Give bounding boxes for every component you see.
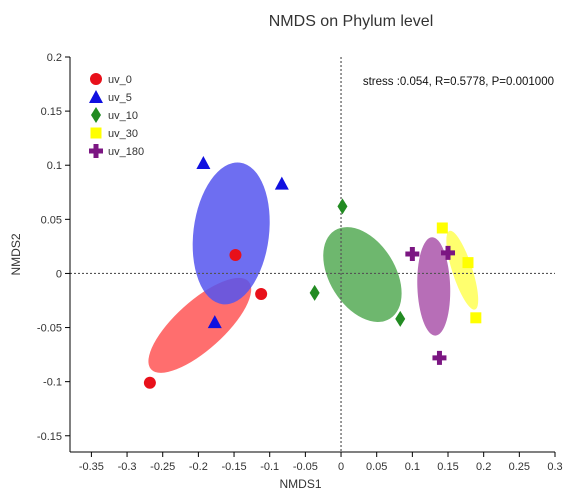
y-tick-label: 0.15 bbox=[41, 106, 62, 118]
group-ellipse-uv-5 bbox=[192, 162, 270, 305]
x-tick-label: 0.15 bbox=[437, 461, 458, 473]
legend-label-uv-5: uv_5 bbox=[108, 92, 132, 104]
y-tick-label: -0.05 bbox=[37, 323, 62, 335]
x-tick-label: 0.05 bbox=[366, 461, 387, 473]
x-tick-label: 0 bbox=[338, 461, 344, 473]
point-uv-180 bbox=[441, 245, 456, 260]
x-tick-label: 0.2 bbox=[476, 461, 491, 473]
stats-annotation: stress :0.054, R=0.5778, P=0.001000 bbox=[363, 76, 554, 88]
point-uv-0 bbox=[143, 376, 156, 389]
point-uv-0 bbox=[255, 288, 268, 300]
y-tick-label: -0.1 bbox=[43, 377, 62, 389]
legend-label-uv-30: uv_30 bbox=[108, 128, 138, 140]
point-uv-10 bbox=[337, 198, 348, 215]
point-uv-30 bbox=[470, 312, 482, 324]
y-tick-label: 0.2 bbox=[47, 52, 62, 64]
y-tick-label: 0.05 bbox=[41, 214, 62, 226]
x-tick-label: -0.1 bbox=[260, 461, 279, 473]
y-tick-label: -0.15 bbox=[37, 431, 62, 443]
point-uv-30 bbox=[436, 222, 448, 234]
group-ellipse-uv-10 bbox=[323, 227, 402, 322]
y-tick-label: 0.1 bbox=[47, 160, 62, 172]
y-tick-label: 0 bbox=[56, 268, 62, 280]
x-tick-label: -0.3 bbox=[118, 461, 137, 473]
x-tick-label: -0.05 bbox=[293, 461, 318, 473]
legend-label-uv-10: uv_10 bbox=[108, 110, 138, 122]
x-tick-label: -0.2 bbox=[189, 461, 208, 473]
legend-label-uv-180: uv_180 bbox=[108, 146, 144, 158]
legend-marker-uv-180 bbox=[89, 144, 103, 158]
x-tick-label: 0.25 bbox=[509, 461, 530, 473]
point-uv-5 bbox=[207, 315, 222, 329]
point-uv-10 bbox=[395, 310, 406, 327]
x-tick-label: 0.3 bbox=[547, 461, 562, 473]
x-axis-title: NMDS1 bbox=[279, 477, 321, 490]
legend-marker-uv-5 bbox=[89, 90, 103, 103]
legend-marker-uv-10 bbox=[91, 107, 101, 123]
point-uv-30 bbox=[462, 257, 474, 269]
point-uv-180 bbox=[432, 350, 447, 365]
point-uv-5 bbox=[274, 176, 289, 190]
x-tick-label: -0.15 bbox=[222, 461, 247, 473]
chart-title: NMDS on Phylum level bbox=[269, 13, 434, 30]
x-tick-label: -0.35 bbox=[79, 461, 104, 473]
legend-label-uv-0: uv_0 bbox=[108, 74, 132, 86]
point-uv-0 bbox=[229, 249, 242, 262]
x-tick-label: 0.1 bbox=[405, 461, 420, 473]
point-uv-10 bbox=[309, 284, 320, 301]
point-uv-5 bbox=[196, 156, 211, 170]
x-tick-label: -0.25 bbox=[150, 461, 175, 473]
legend-marker-uv-0 bbox=[90, 73, 102, 85]
group-ellipse-uv-180 bbox=[417, 237, 451, 336]
y-axis-title: NMDS2 bbox=[9, 233, 23, 275]
legend-marker-uv-30 bbox=[90, 127, 102, 139]
point-uv-180 bbox=[405, 246, 420, 261]
